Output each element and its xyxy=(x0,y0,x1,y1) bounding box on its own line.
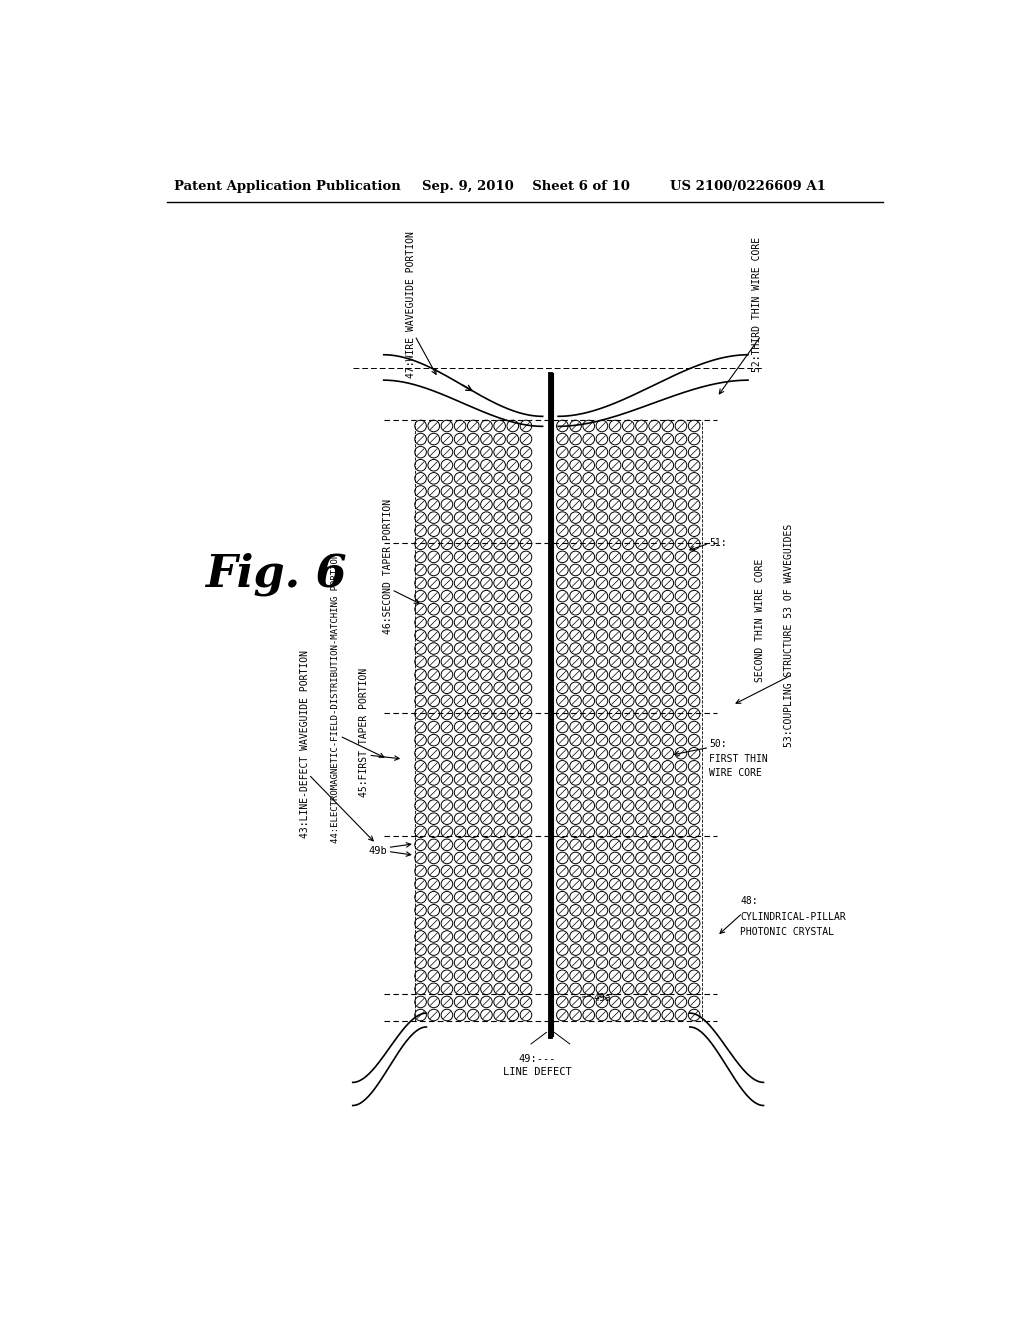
Text: 43:LINE-DEFECT WAVEGUIDE PORTION: 43:LINE-DEFECT WAVEGUIDE PORTION xyxy=(300,649,309,838)
Text: 52:THIRD THIN WIRE CORE: 52:THIRD THIN WIRE CORE xyxy=(753,238,762,372)
Text: 46:SECOND TAPER PORTION: 46:SECOND TAPER PORTION xyxy=(383,499,392,634)
Text: PHOTONIC CRYSTAL: PHOTONIC CRYSTAL xyxy=(740,927,835,937)
Text: SECOND THIN WIRE CORE: SECOND THIN WIRE CORE xyxy=(755,558,765,682)
Text: US 2100/0226609 A1: US 2100/0226609 A1 xyxy=(671,180,826,193)
Text: Fig. 6: Fig. 6 xyxy=(206,553,347,595)
Text: 48:: 48: xyxy=(740,896,758,907)
Text: Sep. 9, 2010    Sheet 6 of 10: Sep. 9, 2010 Sheet 6 of 10 xyxy=(423,180,631,193)
Text: Patent Application Publication: Patent Application Publication xyxy=(174,180,401,193)
Text: 50:: 50: xyxy=(710,739,727,748)
Text: 47:WIRE WAVEGUIDE PORTION: 47:WIRE WAVEGUIDE PORTION xyxy=(406,231,416,378)
Text: 49:---: 49:--- xyxy=(518,1055,556,1064)
Text: 53:COUPLING STRUCTURE 53 OF WAVEGUIDES: 53:COUPLING STRUCTURE 53 OF WAVEGUIDES xyxy=(784,524,794,747)
Text: LINE DEFECT: LINE DEFECT xyxy=(503,1068,571,1077)
Text: 45:FIRST TAPER PORTION: 45:FIRST TAPER PORTION xyxy=(359,668,370,797)
Text: 51:: 51: xyxy=(710,539,727,548)
Text: 49b: 49b xyxy=(369,846,387,857)
Text: FIRST THIN: FIRST THIN xyxy=(710,754,768,764)
Text: WIRE CORE: WIRE CORE xyxy=(710,768,762,777)
Text: 49a: 49a xyxy=(593,993,610,1003)
Text: CYLINDRICAL-PILLAR: CYLINDRICAL-PILLAR xyxy=(740,912,846,921)
Text: 44:ELECTROMAGNETIC-FIELD-DISTRIBUTION-MATCHING PORTION: 44:ELECTROMAGNETIC-FIELD-DISTRIBUTION-MA… xyxy=(331,552,340,842)
